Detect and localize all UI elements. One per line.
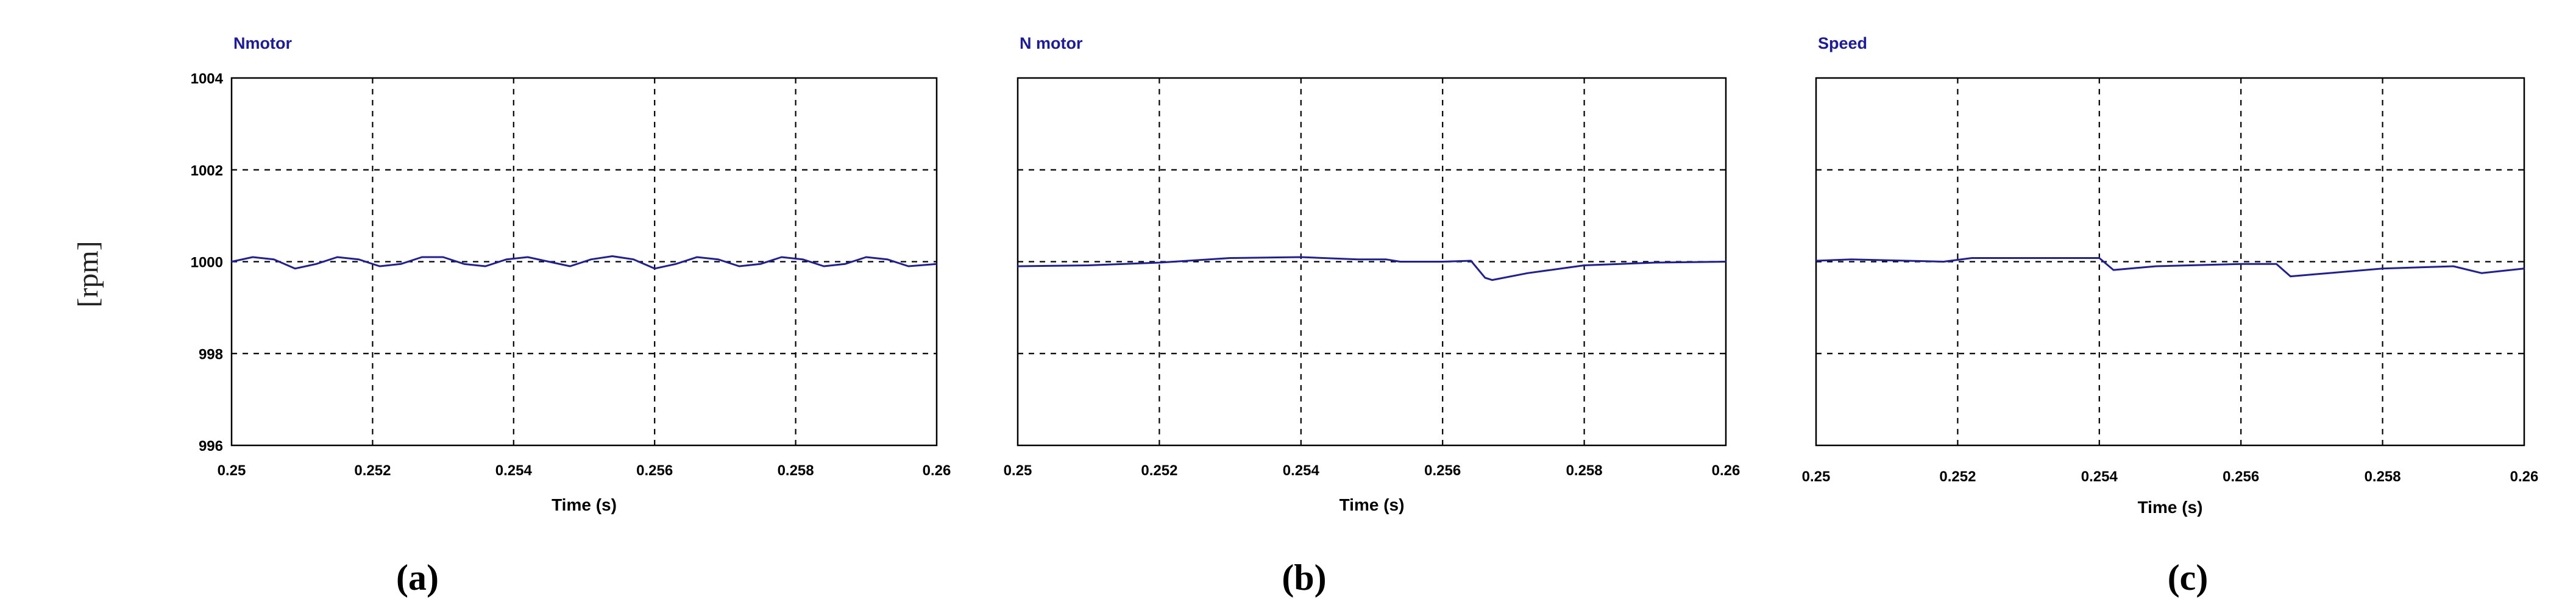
x-tick-label: 0.252 (1141, 462, 1177, 479)
x-tick-label: 0.254 (2081, 469, 2118, 485)
x-tick-label: 0.254 (1283, 462, 1320, 479)
x-tick-label: 0.25 (1802, 469, 1831, 485)
subfigure-label: (c) (2168, 557, 2209, 598)
plots: 0.25 0.252 0.254 0.256 0.258 0.26 996 998 1000 10… (191, 34, 2539, 598)
x-tick-label: 0.254 (495, 462, 533, 479)
series-line-1 (1017, 256, 1726, 281)
x-tick-label: 0.252 (354, 462, 391, 479)
subfigure-label: (a) (396, 557, 439, 598)
y-tick-label: 1000 (191, 255, 223, 271)
plot-frame (1815, 77, 2525, 447)
x-tick-label: 0.256 (636, 462, 673, 479)
x-axis-title: Time (s) (1339, 495, 1405, 514)
series-line-1 (231, 255, 937, 270)
chart-title: Nmotor (233, 34, 292, 52)
chart-panel-1: 0.25 0.252 0.254 0.256 0.258 0.26 996 998 1000 10… (191, 34, 951, 598)
x-tick-label: 0.25 (218, 462, 246, 479)
subfigure-label: (b) (1282, 557, 1326, 598)
x-tick-label: 0.25 (1004, 462, 1032, 479)
chart-title: Speed (1818, 34, 1867, 52)
y-tick-label: 1002 (191, 163, 223, 179)
x-tick-label: 0.26 (2510, 469, 2539, 485)
y-tick-label: 998 (199, 346, 223, 363)
x-tick-label: 0.258 (1566, 462, 1603, 479)
chart-panel-2: 0.25 0.252 0.254 0.256 0.258 0.26 Time (s) N mo… (1004, 34, 1740, 598)
x-tick-label: 0.256 (1424, 462, 1461, 479)
chart-panel-3: 0.25 0.252 0.254 0.256 0.258 0.26 Time (s) Spee… (1802, 34, 2539, 598)
chart-title: N motor (1020, 34, 1083, 52)
x-tick-label: 0.26 (923, 462, 951, 479)
y-tick-label: 1004 (191, 71, 224, 87)
x-tick-label: 0.26 (1712, 462, 1740, 479)
y-axis-label: [rpm] (72, 241, 104, 307)
x-axis-title: Time (s) (2138, 498, 2203, 517)
series-line-1 (1815, 257, 2525, 278)
x-tick-label: 0.252 (1939, 469, 1976, 485)
x-tick-label: 0.258 (778, 462, 814, 479)
x-tick-label: 0.256 (2223, 469, 2259, 485)
y-tick-label: 996 (199, 438, 223, 455)
x-axis-title: Time (s) (552, 495, 617, 514)
x-tick-label: 0.258 (2365, 469, 2401, 485)
